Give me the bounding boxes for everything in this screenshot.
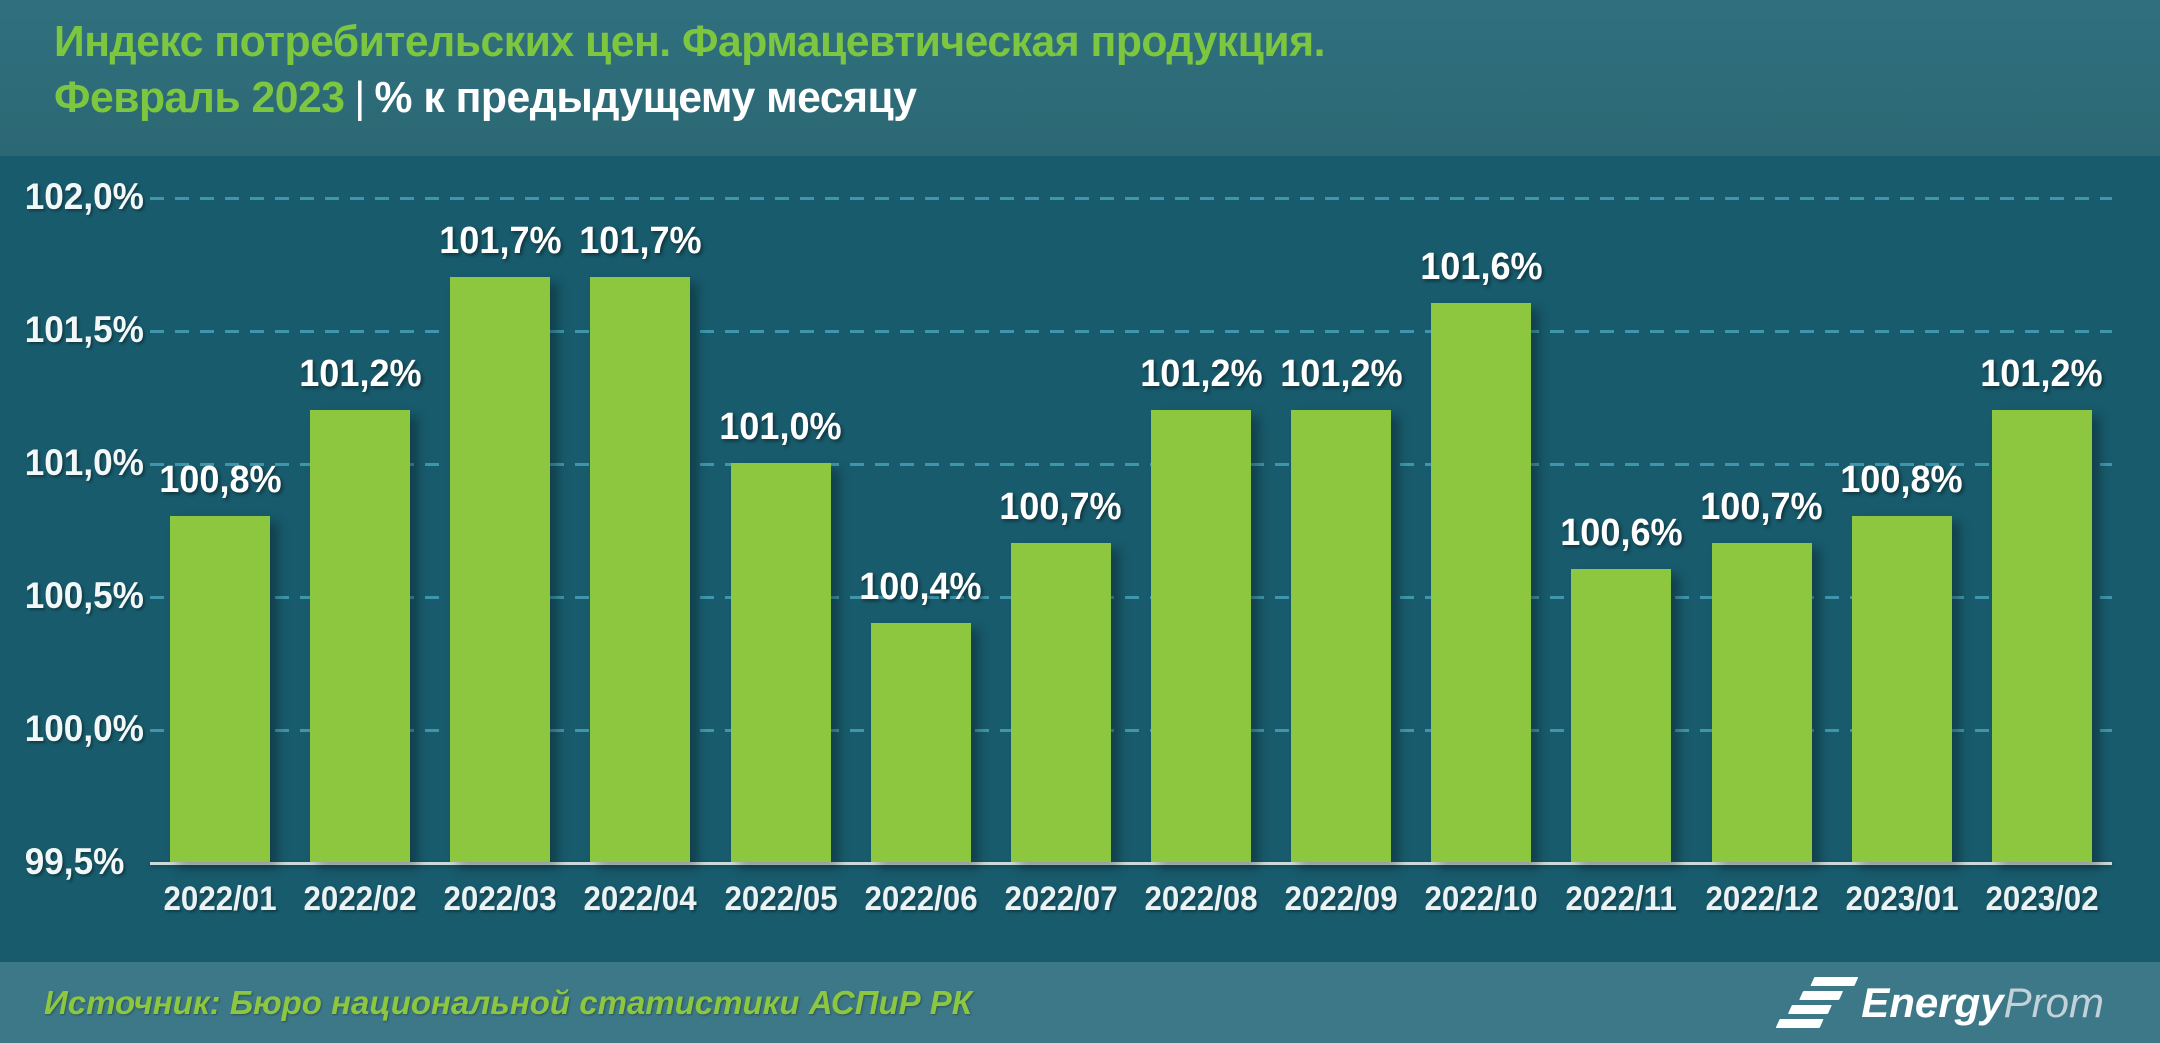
y-axis-tick: 100,5%	[24, 575, 144, 616]
bar-column-2022/06: 100,4%	[851, 156, 991, 862]
x-axis-tick: 2022/04	[583, 880, 698, 918]
energyprom-icon	[1775, 977, 1859, 1028]
x-axis-tick: 2023/01	[1845, 880, 1959, 918]
x-axis-line	[150, 862, 2112, 865]
bar-column-2022/11: 100,6%	[1551, 156, 1691, 862]
bar-value-label: 101,7%	[439, 219, 562, 262]
bar-2022/08	[1151, 409, 1252, 862]
x-axis-tick: 2022/06	[864, 880, 978, 918]
bar-column-2022/01: 100,8%	[150, 156, 290, 862]
bar-value-label: 101,2%	[1980, 352, 2104, 395]
logo-prom: Prom	[2003, 978, 2104, 1026]
bar-column-2023/02: 101,2%	[1972, 156, 2112, 862]
bar-column-2022/10: 101,6%	[1411, 156, 1551, 862]
x-axis-tick: 2022/08	[1144, 880, 1258, 918]
y-axis-tick: 101,5%	[24, 309, 144, 350]
chart-period: Февраль 2023	[54, 73, 345, 122]
bar-2022/01	[170, 516, 271, 862]
energyprom-logo: EnergyProm	[1775, 977, 2104, 1028]
x-axis-tick: 2022/05	[724, 880, 838, 918]
bar-columns: 100,8% 101,2% 101,7% 101,7% 101,0% 100,4% 100,…	[150, 156, 2112, 862]
bar-value-label: 101,2%	[1279, 352, 1403, 395]
x-axis-tick: 2022/11	[1565, 880, 1678, 918]
bar-column-2022/09: 101,2%	[1271, 156, 1411, 862]
bar-column-2022/12: 100,7%	[1692, 156, 1832, 862]
y-axis-tick: 100,0%	[24, 708, 144, 749]
bar-column-2022/03: 101,7%	[430, 156, 570, 862]
bar-column-2022/02: 101,2%	[290, 156, 430, 862]
bar-value-label: 101,2%	[1139, 352, 1263, 395]
chart-units: % к предыдущему месяцу	[374, 73, 917, 122]
energyprom-logo-text: EnergyProm	[1861, 978, 2104, 1026]
chart-region: 102,0% 101,5% 101,0% 100,5% 100,0% 99,5% 100,8…	[0, 156, 2160, 962]
bar-2022/11	[1571, 569, 1672, 862]
bar-column-2023/01: 100,8%	[1832, 156, 1972, 862]
bar-column-2022/04: 101,7%	[570, 156, 710, 862]
bar-value-label: 101,6%	[1420, 246, 1543, 289]
gridline-102,0%	[150, 197, 2112, 200]
bar-2022/09	[1291, 409, 1392, 862]
bar-2022/05	[730, 463, 831, 862]
bar-value-label: 100,4%	[859, 565, 982, 608]
y-axis-tick: 102,0%	[24, 176, 144, 217]
x-axis-tick: 2022/03	[443, 880, 557, 918]
bar-value-label: 100,6%	[1560, 512, 1683, 555]
bar-value-label: 100,8%	[1840, 459, 1963, 502]
bar-value-label: 100,7%	[1700, 485, 1823, 528]
bar-2022/03	[450, 276, 551, 862]
bar-2022/06	[870, 622, 971, 862]
bar-value-label: 100,7%	[999, 485, 1123, 528]
bar-column-2022/05: 101,0%	[711, 156, 851, 862]
y-axis-tick: 101,0%	[24, 442, 144, 483]
bar-2022/02	[310, 409, 411, 862]
bar-2023/02	[1991, 409, 2092, 862]
bar-value-label: 101,2%	[298, 352, 422, 395]
x-axis-tick: 2023/02	[1985, 880, 2099, 918]
x-axis-tick: 2022/12	[1705, 880, 1819, 918]
bar-chart-plot: 102,0% 101,5% 101,0% 100,5% 100,0% 99,5% 100,8…	[25, 156, 2112, 962]
bar-value-label: 101,0%	[719, 406, 842, 448]
x-axis-tick: 2022/01	[163, 880, 277, 918]
gridline-101,0%	[150, 463, 2112, 466]
footer: Источник: Бюро национальной статистики А…	[0, 962, 2160, 1043]
bar-2022/10	[1431, 303, 1532, 862]
gridline-100,5%	[150, 596, 2112, 599]
chart-header: Индекс потребительских цен. Фармацевтиче…	[0, 0, 2160, 156]
y-axis-tick: 99,5%	[24, 841, 125, 882]
bar-value-label: 101,7%	[579, 219, 702, 262]
chart-subtitle: Февраль 2023 |% к предыдущему месяцу	[54, 70, 2097, 126]
bar-value-label: 100,8%	[158, 459, 282, 502]
bar-2023/01	[1851, 516, 1952, 862]
x-axis-tick: 2022/09	[1284, 880, 1398, 918]
chart-title: Индекс потребительских цен. Фармацевтиче…	[54, 17, 1325, 66]
logo-energy: Energy	[1861, 978, 2004, 1026]
x-axis-tick: 2022/10	[1424, 880, 1538, 918]
subtitle-separator: |	[354, 73, 365, 122]
source-text: Источник: Бюро национальной статистики А…	[44, 983, 973, 1021]
x-axis-tick: 2022/07	[1004, 880, 1118, 918]
bar-2022/12	[1711, 542, 1812, 862]
gridline-100,0%	[150, 729, 2112, 732]
bar-2022/04	[590, 276, 691, 862]
bar-column-2022/08: 101,2%	[1131, 156, 1271, 862]
bar-column-2022/07: 100,7%	[991, 156, 1131, 862]
x-axis-tick: 2022/02	[303, 880, 417, 918]
x-axis-labels: 2022/01 2022/02 2022/03 2022/04 2022/05 2022/…	[150, 880, 2112, 919]
gridline-101,5%	[150, 330, 2112, 333]
bar-2022/07	[1010, 542, 1111, 862]
